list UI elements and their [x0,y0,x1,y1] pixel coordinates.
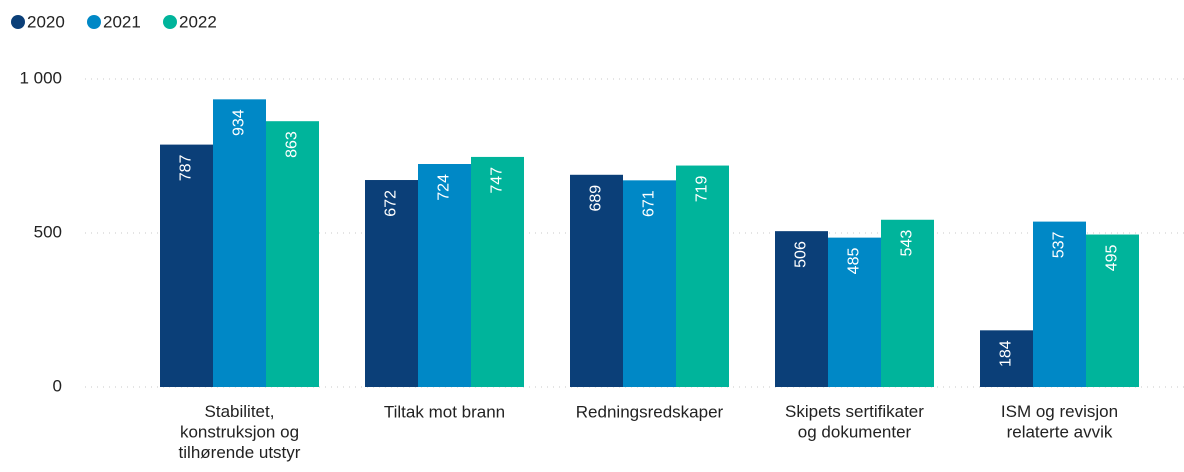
legend-marker [11,15,25,29]
value-label: 689 [588,185,605,212]
y-tick-label: 1 000 [19,68,62,87]
value-label: 671 [641,190,658,217]
legend-label: 2021 [103,12,141,31]
bar [623,180,676,387]
bar [418,164,471,387]
bar [365,180,418,387]
bar [881,219,934,387]
bar [1086,234,1139,387]
bar [160,144,213,387]
x-tick-label: Stabilitet, konstruksjon og tilhørende uts… [179,402,301,462]
value-label: 719 [694,175,711,202]
value-label: 747 [489,167,506,194]
x-tick-label: Skipets sertifikater og dokumenter [785,402,924,441]
y-tick-label: 0 [53,376,62,395]
value-label: 724 [436,174,453,201]
x-tick-label: ISM og revisjon relaterte avvik [1001,402,1118,441]
value-label: 863 [284,131,301,158]
value-label: 672 [383,190,400,217]
bar [828,237,881,387]
value-label: 787 [178,155,195,182]
x-tick-label: Redningsredskaper [576,402,724,421]
legend-marker [87,15,101,29]
bar [1033,221,1086,387]
value-label: 495 [1104,244,1121,271]
legend-label: 2022 [179,12,217,31]
value-label: 506 [793,241,810,268]
x-tick-label: Tiltak mot brann [384,402,505,421]
bar [775,231,828,387]
bar [213,99,266,387]
value-label: 543 [899,230,916,257]
bar [266,121,319,388]
bar [570,174,623,387]
value-label: 184 [998,340,1015,367]
value-label: 485 [846,248,863,275]
legend-label: 2020 [27,12,65,31]
bar [471,156,524,387]
bar [980,330,1033,387]
value-label: 537 [1051,232,1068,259]
legend-marker [163,15,177,29]
y-tick-label: 500 [34,222,62,241]
value-label: 934 [231,109,248,136]
bar [676,165,729,387]
